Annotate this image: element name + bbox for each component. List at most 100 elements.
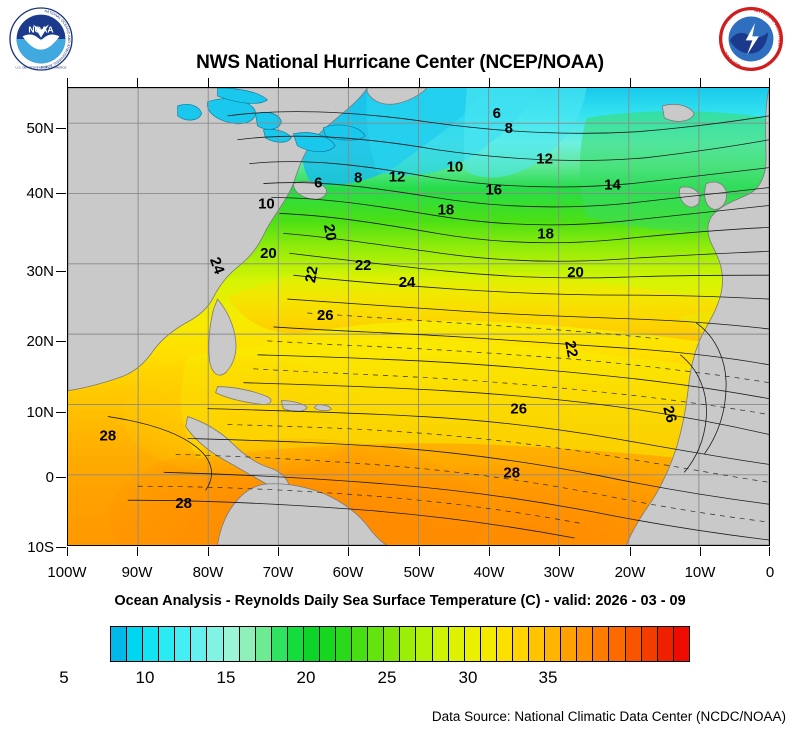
colorbar-cell bbox=[657, 627, 674, 661]
colorbar-cell bbox=[561, 627, 578, 661]
svg-text:8: 8 bbox=[505, 120, 513, 137]
xtick-mark bbox=[67, 78, 68, 87]
colorbar-cell bbox=[416, 627, 433, 661]
ytick-mark bbox=[56, 128, 66, 129]
colorbar-cell bbox=[271, 627, 288, 661]
svg-text:8: 8 bbox=[354, 170, 362, 187]
xtick-label: 40W bbox=[473, 564, 505, 581]
xtick-label: 100W bbox=[47, 564, 87, 581]
svg-text:20: 20 bbox=[260, 245, 277, 262]
xtick-label: 70W bbox=[262, 564, 294, 581]
page-title: NWS National Hurricane Center (NCEP/NOAA… bbox=[196, 52, 604, 73]
xtick-label: 90W bbox=[121, 564, 153, 581]
xtick-mark bbox=[489, 78, 490, 87]
xtick-mark bbox=[769, 78, 770, 87]
svg-text:28: 28 bbox=[100, 427, 117, 444]
colorbar-cell bbox=[529, 627, 546, 661]
svg-text:18: 18 bbox=[537, 225, 554, 242]
colorbar-tick-label: 15 bbox=[216, 668, 236, 687]
xtick-mark bbox=[419, 78, 420, 87]
colorbar-tick-label: 35 bbox=[538, 668, 558, 687]
xtick-mark bbox=[278, 547, 279, 556]
svg-text:26: 26 bbox=[659, 404, 680, 424]
xtick-mark bbox=[559, 78, 560, 87]
xtick-mark bbox=[137, 547, 138, 556]
isotherm-contours-dashed bbox=[137, 312, 769, 525]
xtick-mark bbox=[419, 547, 420, 556]
ytick-label: 10N bbox=[26, 404, 54, 421]
colorbar-tick-label: 30 bbox=[458, 668, 478, 687]
svg-text:6: 6 bbox=[314, 175, 322, 192]
colorbar-cell bbox=[625, 627, 642, 661]
colorbar-cell bbox=[175, 627, 192, 661]
colorbar-cell bbox=[207, 627, 224, 661]
xtick-label: 50W bbox=[403, 564, 435, 581]
svg-text:16: 16 bbox=[485, 182, 502, 199]
colorbar-cell bbox=[641, 627, 658, 661]
xtick-mark bbox=[348, 547, 349, 556]
xtick-mark bbox=[137, 78, 138, 87]
svg-text:NOAA: NOAA bbox=[28, 24, 53, 34]
land-polygons bbox=[68, 88, 769, 545]
xtick-mark bbox=[630, 547, 631, 556]
colorbar-cell bbox=[512, 627, 530, 661]
svg-text:14: 14 bbox=[604, 177, 621, 194]
colorbar-cell bbox=[496, 627, 513, 661]
colorbar-cell bbox=[384, 627, 401, 661]
sst-map-panel[interactable]: 6 8 10 12 14 16 18 18 6 8 12 10 20 20 20… bbox=[67, 87, 770, 546]
colorbar[interactable] bbox=[110, 626, 690, 662]
colorbar-cell bbox=[111, 627, 128, 661]
svg-text:12: 12 bbox=[389, 169, 406, 186]
colorbar-cell bbox=[352, 627, 369, 661]
svg-text:22: 22 bbox=[302, 265, 322, 284]
xtick-label: 60W bbox=[332, 564, 364, 581]
colorbar-container[interactable] bbox=[110, 626, 690, 662]
svg-text:20: 20 bbox=[567, 264, 584, 281]
colorbar-tick-label: 10 bbox=[135, 668, 155, 687]
xtick-mark bbox=[208, 78, 209, 87]
xtick-label: 80W bbox=[192, 564, 224, 581]
contour-label-group: 6 8 10 12 14 16 18 18 6 8 12 10 20 20 20… bbox=[100, 105, 680, 512]
xtick-label: 10W bbox=[684, 564, 716, 581]
xtick-mark bbox=[700, 547, 701, 556]
svg-text:10: 10 bbox=[258, 195, 275, 212]
colorbar-cell bbox=[448, 627, 465, 661]
colorbar-cell bbox=[336, 627, 353, 661]
svg-text:24: 24 bbox=[206, 255, 228, 277]
xtick-mark bbox=[700, 78, 701, 87]
colorbar-cell bbox=[320, 627, 337, 661]
data-source-note: Data Source: National Climatic Data Cent… bbox=[431, 709, 786, 724]
xtick-mark bbox=[278, 78, 279, 87]
xtick-label: 30W bbox=[543, 564, 575, 581]
colorbar-cell bbox=[400, 627, 417, 661]
colorbar-cell bbox=[303, 627, 321, 661]
xtick-mark bbox=[769, 547, 770, 556]
ytick-label: 10S bbox=[27, 539, 54, 556]
svg-text:12: 12 bbox=[536, 151, 553, 168]
colorbar-cell bbox=[673, 627, 689, 661]
ytick-mark bbox=[56, 271, 66, 272]
colorbar-cell bbox=[223, 627, 240, 661]
colorbar-cell bbox=[127, 627, 144, 661]
colorbar-tick-label: 20 bbox=[296, 668, 316, 687]
svg-text:22: 22 bbox=[355, 257, 372, 274]
xtick-mark bbox=[208, 547, 209, 556]
colorbar-cell bbox=[432, 627, 449, 661]
xtick-mark bbox=[559, 547, 560, 556]
great-lakes bbox=[177, 88, 366, 153]
colorbar-tick-label: 5 bbox=[59, 668, 69, 687]
ytick-mark bbox=[56, 547, 66, 548]
colorbar-cell bbox=[143, 627, 160, 661]
colorbar-cell bbox=[287, 627, 304, 661]
svg-text:18: 18 bbox=[438, 201, 455, 218]
svg-text:26: 26 bbox=[317, 307, 334, 324]
colorbar-tick-label: 25 bbox=[377, 668, 397, 687]
sst-map[interactable]: 6 8 10 12 14 16 18 18 6 8 12 10 20 20 20… bbox=[68, 88, 769, 545]
ytick-label: 0 bbox=[45, 469, 54, 486]
ytick-mark bbox=[56, 341, 66, 342]
nws-logo: NATIONAL WEATHER SERVICE • • • bbox=[718, 6, 784, 72]
colorbar-cell bbox=[255, 627, 272, 661]
svg-text:10: 10 bbox=[447, 159, 464, 176]
colorbar-cell bbox=[159, 627, 176, 661]
svg-text:28: 28 bbox=[175, 495, 192, 512]
